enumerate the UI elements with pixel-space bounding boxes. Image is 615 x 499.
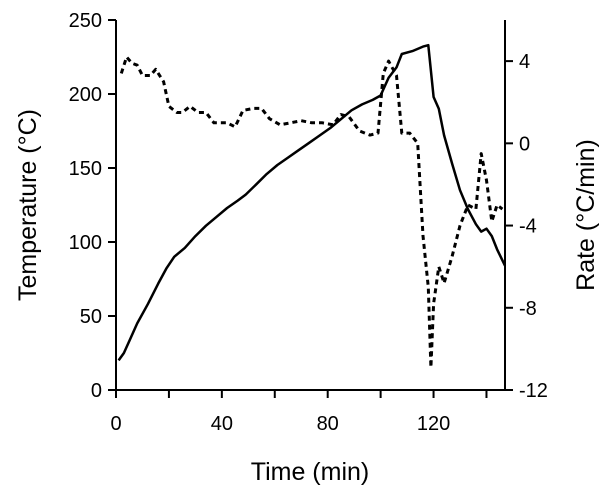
- x-ticks: 0 40 80 120: [110, 390, 488, 435]
- y-left-tick-label: 100: [69, 232, 102, 254]
- y-left-ticks: 0 50 100 150 200 250: [69, 10, 116, 402]
- rate-series-line: [119, 55, 504, 369]
- y-left-tick-label: 0: [91, 380, 102, 402]
- y-right-tick-label: 4: [519, 51, 530, 73]
- y-left-tick-label: 50: [80, 306, 102, 328]
- x-tick-label: 40: [211, 413, 233, 435]
- y-axis-right: -12 -8 -4 0 4: [504, 20, 548, 402]
- x-axis: 0 40 80 120: [110, 389, 505, 435]
- y-axis-left: 0 50 100 150 200 250: [69, 10, 117, 402]
- y-right-tick-label: -12: [519, 380, 548, 402]
- series-layer: [117, 43, 507, 369]
- y-left-tick-label: 250: [69, 10, 102, 32]
- y-right-ticks: -12 -8 -4 0 4: [505, 51, 548, 402]
- y-right-tick-label: -4: [519, 216, 537, 238]
- y-axis-left-title: Temperature (°C): [14, 109, 42, 301]
- x-tick-label: 0: [110, 413, 121, 435]
- temperature-series-line: [117, 43, 507, 362]
- y-axis-right-title: Rate (°C/min): [572, 139, 600, 291]
- x-tick-label: 80: [317, 413, 339, 435]
- x-axis-title: Time (min): [251, 458, 370, 486]
- x-tick-label: 120: [417, 413, 450, 435]
- y-right-tick-label: 0: [519, 133, 530, 155]
- y-right-tick-label: -8: [519, 298, 537, 320]
- y-left-tick-label: 200: [69, 84, 102, 106]
- y-left-tick-label: 150: [69, 158, 102, 180]
